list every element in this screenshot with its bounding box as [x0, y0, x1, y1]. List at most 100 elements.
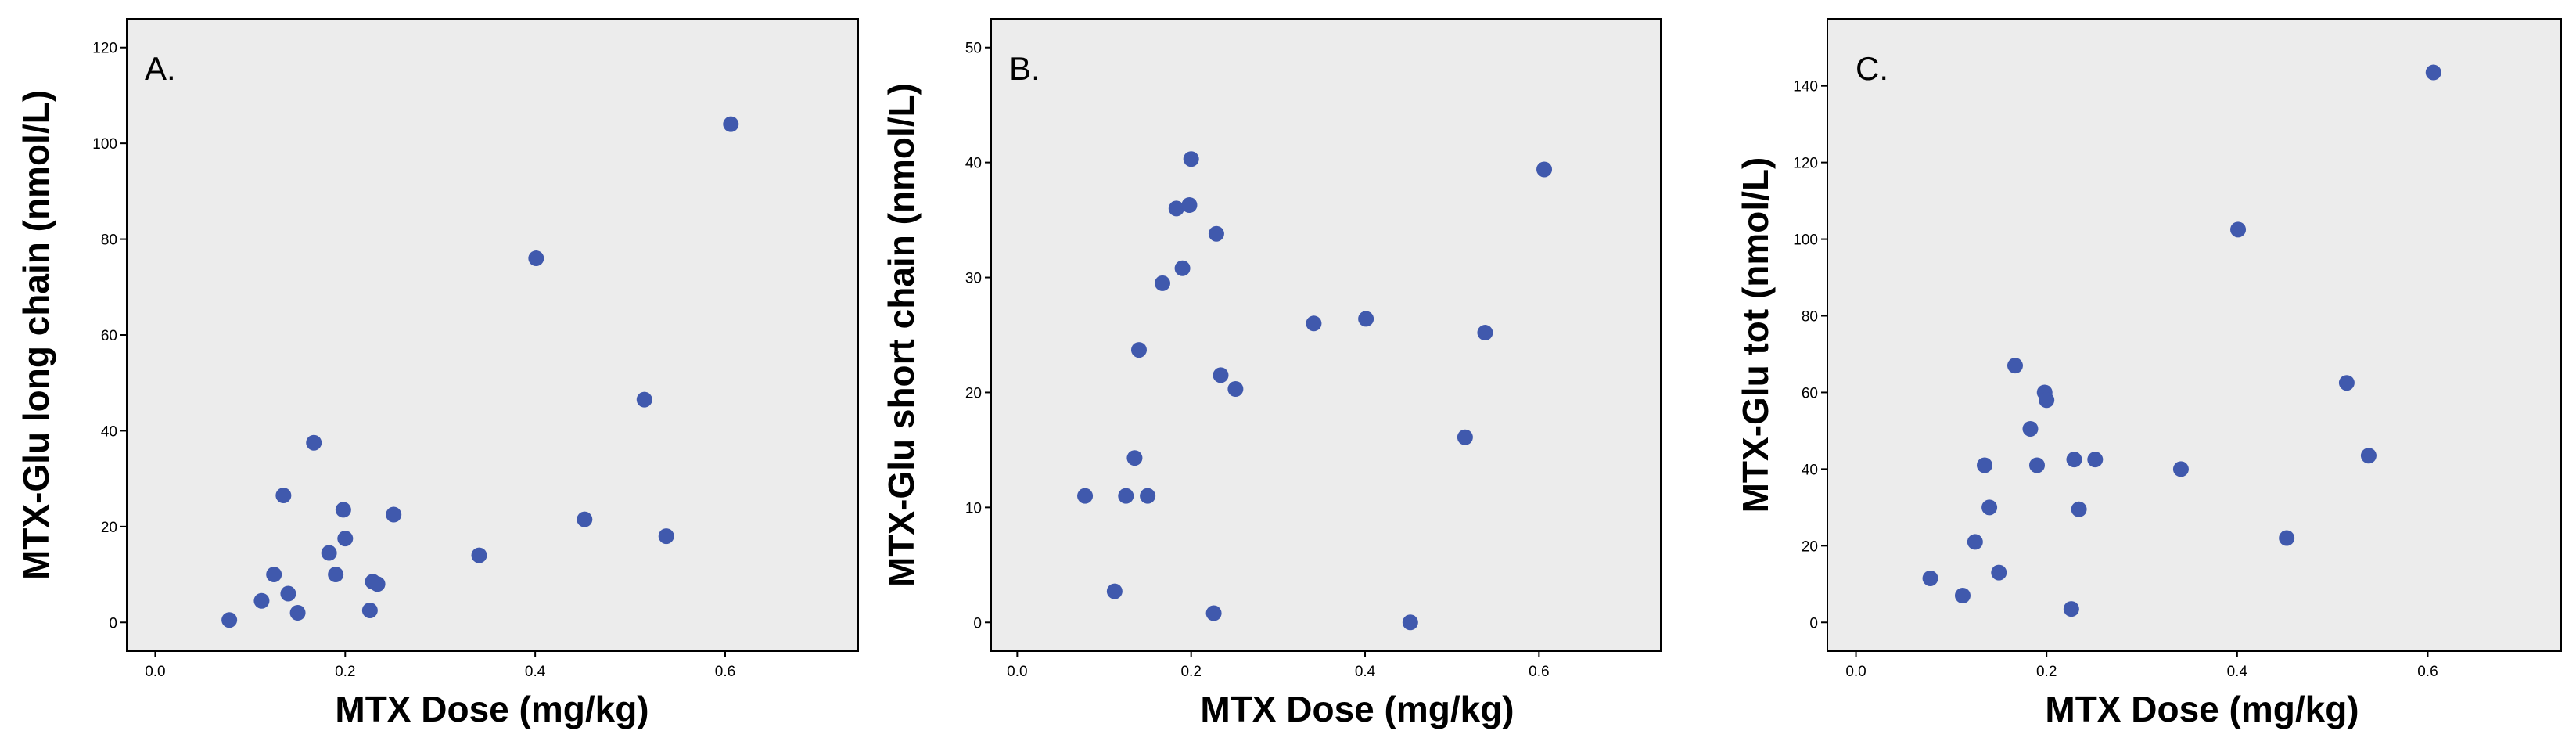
data-point: [337, 531, 354, 547]
x-axis-title: MTX Dose (mg/kg): [2045, 689, 2359, 729]
data-point: [1922, 570, 1938, 586]
data-point: [266, 567, 282, 583]
x-axis-title: MTX Dose (mg/kg): [335, 689, 648, 729]
y-tick-label: 20: [965, 385, 982, 401]
data-point: [471, 547, 487, 563]
y-tick-label: 30: [965, 271, 982, 287]
x-tick-label: 0.6: [715, 664, 735, 680]
data-point: [253, 592, 270, 609]
y-axis-title: MTX-Glu short chain (nmol/L): [881, 83, 922, 587]
y-tick-label: 60: [101, 328, 117, 344]
data-point: [1130, 342, 1147, 358]
data-point: [1981, 499, 1998, 516]
panel-label: B.: [1009, 50, 1040, 87]
x-tick-label: 0.2: [2036, 664, 2057, 680]
x-tick-label: 0.4: [2227, 664, 2248, 680]
data-point: [1213, 367, 1229, 383]
data-point: [1967, 534, 1983, 550]
data-point: [1227, 381, 1244, 398]
y-tick-label: 60: [1802, 385, 1818, 401]
y-tick-label: 20: [101, 520, 117, 536]
y-tick-label: 80: [101, 232, 117, 249]
data-point: [1457, 429, 1473, 445]
data-point: [1155, 275, 1171, 291]
x-tick-label: 0.0: [145, 664, 165, 680]
data-point: [658, 528, 674, 545]
data-point: [2022, 420, 2039, 437]
data-point: [2425, 64, 2441, 81]
data-point: [1306, 315, 1322, 332]
y-tick-label: 120: [92, 41, 117, 57]
x-tick-label: 0.6: [1529, 664, 1549, 680]
data-point: [2172, 461, 2189, 477]
data-point: [528, 250, 544, 267]
data-point: [636, 391, 652, 408]
data-point: [2007, 358, 2023, 374]
y-tick-label: 140: [1793, 79, 1818, 95]
y-tick-label: 40: [965, 156, 982, 172]
data-point: [2279, 530, 2295, 546]
data-point: [1181, 196, 1198, 213]
data-point: [1168, 200, 1184, 217]
y-tick-label: 40: [1802, 462, 1818, 478]
data-point: [1358, 311, 1374, 327]
data-point: [1183, 151, 1199, 167]
panel-label: A.: [145, 50, 176, 87]
data-point: [1205, 605, 1222, 621]
data-point: [1991, 564, 2007, 581]
data-point: [2066, 452, 2082, 468]
data-point: [723, 116, 739, 132]
plot-area: [1827, 18, 2562, 652]
data-point: [1208, 225, 1224, 242]
plot-area: [990, 18, 1662, 652]
y-tick-label: 100: [1793, 232, 1818, 249]
data-point: [289, 605, 306, 621]
y-axis-title: MTX-Glu long chain (nmol/L): [16, 90, 56, 580]
data-point: [1977, 457, 1992, 473]
data-point: [321, 545, 337, 561]
data-point: [328, 567, 344, 583]
data-point: [2039, 392, 2055, 409]
panel-b: B. MTX Dose (mg/kg) MTX-Glu short chain …: [881, 18, 1662, 729]
data-point: [1140, 488, 1156, 504]
panel-a: A. MTX Dose (mg/kg) MTX-Glu long chain (…: [16, 18, 859, 729]
panel-label: C.: [1856, 50, 1888, 87]
data-point: [2087, 452, 2104, 468]
y-tick-label: 120: [1793, 156, 1818, 172]
data-point: [2063, 601, 2079, 617]
data-point: [1077, 488, 1094, 504]
panel-c: C. MTX Dose (mg/kg) MTX-Glu tot (nmol/L)…: [1735, 18, 2562, 729]
y-tick-label: 20: [1802, 538, 1818, 555]
plot-area: [126, 18, 859, 652]
data-point: [2360, 448, 2377, 464]
data-point: [1954, 587, 1971, 603]
data-point: [1402, 614, 1418, 631]
y-tick-label: 80: [1802, 309, 1818, 326]
y-tick-label: 40: [101, 423, 117, 440]
y-axis-title: MTX-Glu tot (nmol/L): [1735, 157, 1776, 513]
data-point: [386, 506, 402, 523]
y-tick-label: 50: [965, 41, 982, 57]
data-point: [1106, 583, 1123, 599]
data-point: [221, 612, 238, 628]
x-tick-label: 0.0: [1007, 664, 1027, 680]
data-point: [1536, 161, 1553, 178]
x-tick-label: 0.2: [335, 664, 355, 680]
data-point: [1126, 450, 1143, 466]
data-point: [2338, 375, 2355, 391]
data-point: [1477, 325, 1493, 341]
data-point: [306, 434, 322, 451]
data-point: [1118, 488, 1134, 504]
data-point: [2071, 501, 2087, 517]
x-tick-label: 0.4: [1355, 664, 1376, 680]
data-point: [361, 602, 378, 618]
data-point: [577, 511, 593, 527]
data-point: [280, 585, 296, 602]
data-point: [369, 576, 386, 592]
data-point: [2029, 457, 2045, 473]
y-tick-label: 10: [965, 500, 982, 517]
y-tick-label: 100: [92, 136, 117, 153]
data-point: [335, 502, 351, 518]
x-axis-title: MTX Dose (mg/kg): [1200, 689, 1514, 729]
